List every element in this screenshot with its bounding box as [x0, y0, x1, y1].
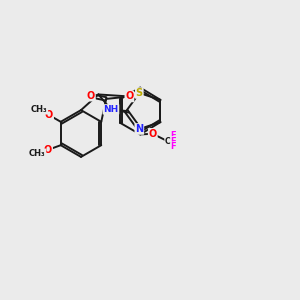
Text: O: O: [87, 91, 95, 101]
Text: C: C: [165, 137, 171, 146]
Text: F: F: [170, 142, 176, 151]
Text: CH₃: CH₃: [29, 149, 46, 158]
Text: NH: NH: [103, 105, 118, 114]
Text: F: F: [170, 131, 176, 140]
Text: O: O: [44, 145, 52, 155]
Text: O: O: [45, 110, 53, 120]
Text: O: O: [149, 129, 157, 139]
Text: CH₃: CH₃: [31, 105, 47, 114]
Text: N: N: [135, 124, 143, 134]
Text: O: O: [125, 92, 134, 101]
Text: S: S: [136, 88, 143, 98]
Text: F: F: [170, 137, 176, 146]
